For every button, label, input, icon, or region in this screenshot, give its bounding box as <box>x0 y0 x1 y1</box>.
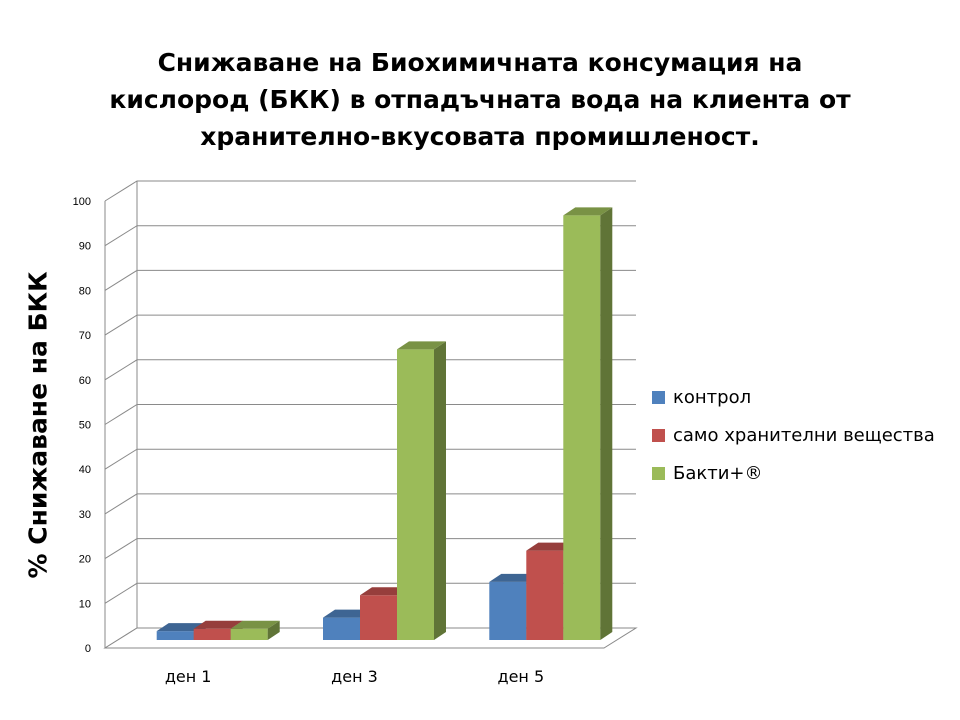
gridline <box>104 448 636 470</box>
bar-front-face <box>397 349 434 640</box>
bar-top-face <box>360 587 409 596</box>
y-tick-label: 70 <box>79 330 91 342</box>
legend-item-bakti: Бакти+® <box>652 454 935 492</box>
gridline <box>104 538 636 560</box>
legend-item-control: контрол <box>652 378 935 416</box>
y-tick-label: 50 <box>79 420 91 432</box>
x-tick-label: ден 3 <box>331 667 378 686</box>
bar-front-face <box>526 550 564 640</box>
y-tick-label: 80 <box>79 285 91 297</box>
gridline <box>104 493 636 515</box>
bar-front-face <box>563 215 601 640</box>
gridline <box>104 314 636 336</box>
bar-top-face <box>230 620 280 629</box>
bar-top-face <box>323 609 372 618</box>
bar-front-face <box>323 617 360 640</box>
legend-label-bakti: Бакти+® <box>673 462 763 484</box>
bar-top-face <box>489 573 539 582</box>
gridline <box>104 582 636 604</box>
y-tick-label: 10 <box>79 598 91 610</box>
legend-label-control: контрол <box>673 386 752 408</box>
bar-top-face <box>526 542 576 551</box>
bar-front-face <box>230 628 268 640</box>
bar-top-face <box>397 341 446 350</box>
y-tick-label: 100 <box>73 196 91 208</box>
bar-bakti <box>230 620 280 640</box>
chart-title-line-1: Снижаване на Биохимичната консумация на <box>157 48 803 77</box>
bar-top-face <box>193 620 243 629</box>
bar-front-face <box>489 581 527 640</box>
gridline <box>104 225 636 247</box>
legend-label-nutrients: само хранителни вещества <box>673 424 935 446</box>
y-tick-label: 40 <box>79 464 91 476</box>
bar-front-face <box>156 631 194 640</box>
y-tick-label: 60 <box>79 375 91 387</box>
legend-swatch-control <box>652 390 665 404</box>
gridline <box>104 404 636 425</box>
gridline <box>104 180 636 202</box>
legend-swatch-nutrients <box>652 428 665 442</box>
bar-side-face <box>267 620 280 640</box>
gridline <box>104 359 636 381</box>
bar-front-face <box>193 628 231 640</box>
legend-item-nutrients: само хранителни вещества <box>652 416 935 454</box>
legend: контрол само хранителни вещества Бакти+® <box>652 378 935 492</box>
chart-title-line-3: хранително-вкусовата промишленост. <box>200 122 760 151</box>
bar-side-face <box>434 341 446 640</box>
chart-title: Снижаване на Биохимичната консумация на … <box>0 44 960 155</box>
y-tick-label: 20 <box>79 554 91 566</box>
bar-front-face <box>360 595 397 640</box>
y-tick-label: 90 <box>79 241 91 253</box>
bar-bakti <box>563 207 613 640</box>
chart-title-line-2: кислород (БКК) в отпадъчната вода на кли… <box>109 85 851 114</box>
bar-side-face <box>600 207 613 640</box>
x-tick-label: ден 1 <box>165 667 212 686</box>
gridline <box>104 269 636 291</box>
y-tick-label: 30 <box>79 509 91 521</box>
legend-swatch-bakti <box>652 466 665 480</box>
bar-top-face <box>156 623 206 632</box>
x-tick-label: ден 5 <box>498 667 545 686</box>
bar-top-face <box>563 207 613 216</box>
y-tick-label: 0 <box>85 643 91 655</box>
bar-bakti <box>397 341 446 640</box>
